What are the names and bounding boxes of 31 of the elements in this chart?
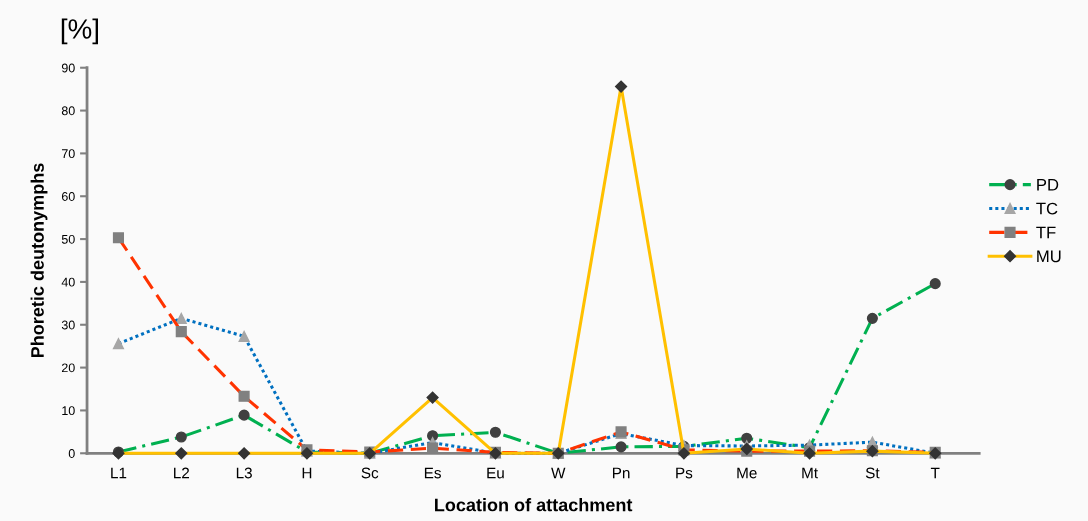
y-tick-label: 10 (62, 406, 75, 416)
legend-label: MU (1037, 250, 1061, 263)
y-tick-label: 0 (68, 449, 75, 458)
legend-label: TC (1036, 202, 1058, 215)
x-tick-label: Pn (612, 467, 630, 479)
x-tick-label: L1 (111, 467, 127, 479)
x-tick-label: T (930, 467, 940, 479)
x-tick-label: St (865, 467, 880, 479)
x-tick-label: L2 (174, 467, 190, 479)
x-tick-label: Es (424, 467, 441, 479)
y-tick-label: 90 (61, 63, 75, 73)
x-tick-label: Eu (487, 467, 504, 479)
x-tick-label: Sc (361, 467, 379, 479)
x-tick-label: Ps (676, 467, 693, 479)
y-tick-label: 60 (61, 192, 75, 201)
x-tick-label: L3 (236, 467, 252, 479)
x-tick-label: W (551, 467, 566, 479)
x-axis-title: Location of attachment (435, 498, 633, 512)
x-tick-label: H (302, 467, 312, 479)
y-tick-label: 30 (61, 320, 75, 330)
y-axis-title: Phoretic deutonymphs (30, 163, 48, 358)
x-tick-label: Me (737, 467, 757, 479)
y-tick-label: 20 (61, 363, 75, 373)
x-tick-label: Mt (802, 467, 818, 479)
y-tick-label: 80 (61, 106, 75, 116)
y-tick-label: 40 (61, 277, 75, 287)
legend-label: TF (1036, 226, 1056, 239)
text: [%] (61, 18, 98, 45)
y-tick-label: 50 (61, 234, 75, 244)
legend-label: PD (1037, 178, 1059, 191)
y-tick-label: 70 (61, 149, 75, 159)
